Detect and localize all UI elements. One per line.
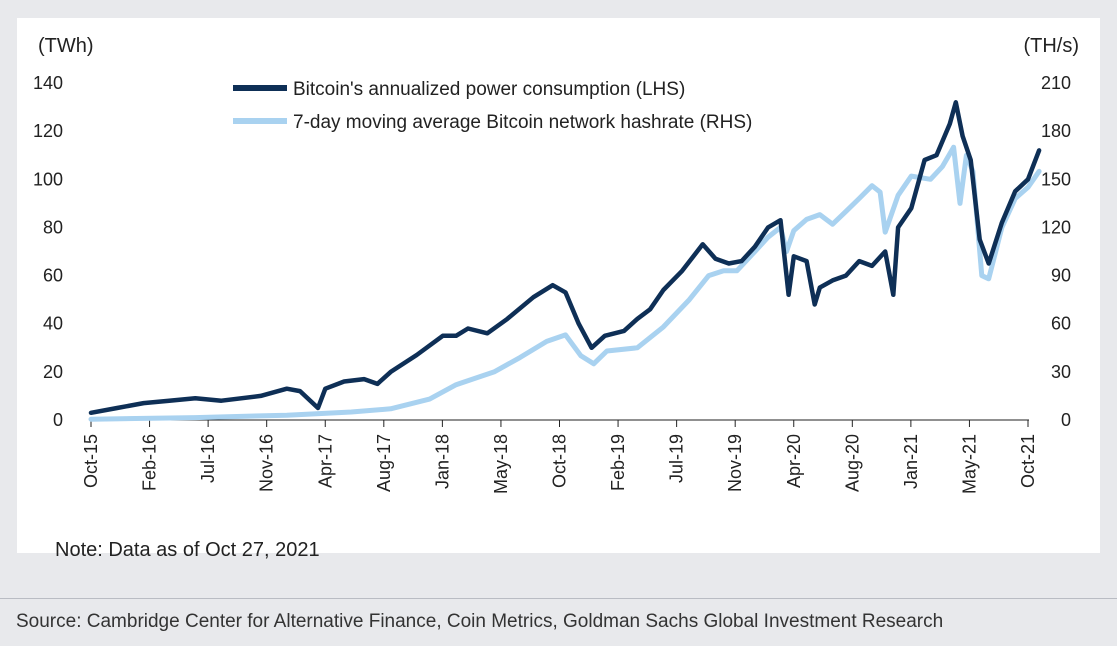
right-tick-label: 150	[1041, 169, 1071, 189]
legend-label-power: Bitcoin's annualized power consumption (…	[293, 79, 685, 100]
x-tick-label: Apr-17	[315, 434, 335, 488]
right-tick-label: 210	[1041, 73, 1071, 93]
right-tick-label: 30	[1051, 362, 1071, 382]
legend-label-hashrate: 7-day moving average Bitcoin network has…	[293, 112, 752, 133]
divider	[0, 598, 1117, 599]
x-tick-label: Jan-21	[901, 434, 921, 489]
series-layer	[88, 100, 1042, 422]
left-tick-label: 120	[33, 121, 63, 141]
series-line-hashrate	[88, 144, 1042, 422]
right-tick-label: 60	[1051, 314, 1071, 334]
x-tick-label: Aug-17	[374, 434, 394, 492]
left-tick-label: 20	[43, 362, 63, 382]
x-tick-label: Oct-21	[1018, 434, 1038, 488]
x-tick-label: Nov-16	[257, 434, 277, 492]
x-tick-label: Jul-16	[198, 434, 218, 483]
left-tick-label: 140	[33, 73, 63, 93]
right-tick-label: 120	[1041, 217, 1071, 237]
x-tick-label: May-18	[491, 434, 511, 494]
x-tick-label: Feb-19	[608, 434, 628, 491]
x-tick-label: Nov-19	[725, 434, 745, 492]
x-tick-label: Oct-15	[81, 434, 101, 488]
chart-panel: (TWh) (TH/s) 140 120 100 80 60 40 20 0 210 180 15…	[17, 18, 1100, 561]
source-note: Source: Cambridge Center for Alternative…	[16, 611, 944, 632]
x-tick-label: Feb-16	[140, 434, 160, 491]
left-axis-unit: (TWh)	[38, 35, 94, 57]
right-tick-label: 90	[1051, 266, 1071, 286]
x-tick-label: May-21	[959, 434, 979, 494]
left-tick-label: 100	[33, 169, 63, 189]
left-axis: 140 120 100 80 60 40 20 0	[33, 73, 63, 430]
x-tick-label: Jan-18	[432, 434, 452, 489]
legend: Bitcoin's annualized power consumption (…	[233, 79, 752, 133]
right-tick-label: 0	[1061, 410, 1071, 430]
chart: (TWh) (TH/s) 140 120 100 80 60 40 20 0 210 180 15…	[33, 35, 1079, 494]
series-line-power-consumption	[88, 100, 1042, 416]
left-tick-label: 80	[43, 217, 63, 237]
chart-note: Note: Data as of Oct 27, 2021	[55, 539, 320, 561]
x-axis: Oct-15 Feb-16 Jul-16 Nov-16 Apr-17 Aug-17 Jan-…	[81, 420, 1038, 494]
x-tick-label: Aug-20	[842, 434, 862, 492]
left-tick-label: 40	[43, 314, 63, 334]
x-tick-label: Oct-18	[550, 434, 570, 488]
left-tick-label: 60	[43, 266, 63, 286]
x-tick-label: Apr-20	[784, 434, 804, 488]
right-tick-label: 180	[1041, 121, 1071, 141]
x-tick-label: Jul-19	[667, 434, 687, 483]
left-tick-label: 0	[53, 410, 63, 430]
right-axis: 210 180 150 120 90 60 30 0	[1041, 73, 1071, 430]
right-axis-unit: (TH/s)	[1023, 35, 1079, 57]
